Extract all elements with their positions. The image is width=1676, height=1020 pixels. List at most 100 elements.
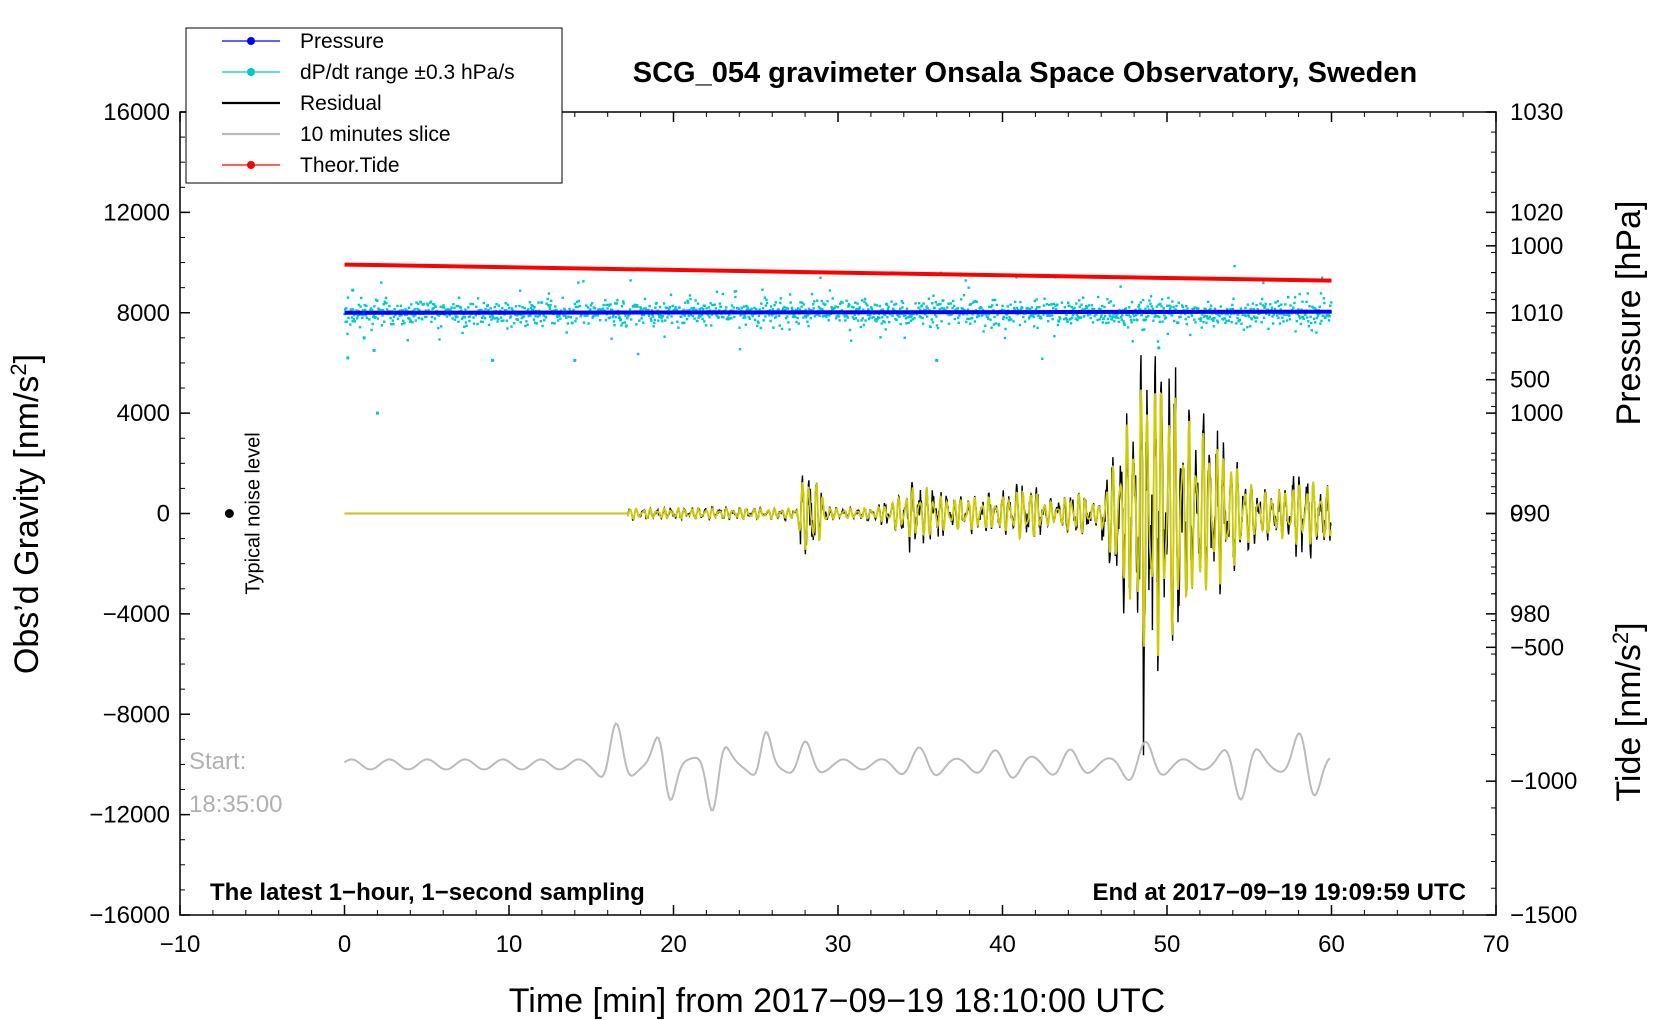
dpdt-point	[1226, 313, 1229, 316]
dpdt-point	[1189, 333, 1192, 337]
dpdt-point	[763, 296, 766, 299]
dpdt-point	[533, 321, 537, 324]
dpdt-point	[461, 331, 464, 335]
dpdt-point	[596, 314, 599, 317]
dpdt-point	[487, 309, 490, 312]
dpdt-point	[668, 307, 671, 311]
dpdt-point	[594, 313, 597, 317]
dpdt-point	[1071, 313, 1074, 317]
dpdt-point	[426, 304, 430, 307]
dpdt-point	[612, 313, 615, 317]
dpdt-point	[360, 296, 363, 300]
dpdt-point	[1107, 301, 1111, 304]
dpdt-point	[1282, 320, 1285, 323]
dpdt-point	[604, 318, 608, 322]
dpdt-point	[622, 300, 625, 303]
residual-series	[344, 355, 1332, 756]
dpdt-point	[1016, 313, 1019, 316]
dpdt-point	[742, 305, 746, 308]
dpdt-point	[935, 315, 938, 318]
dpdt-point	[1117, 316, 1120, 319]
legend-marker	[247, 37, 255, 45]
dpdt-point	[905, 307, 909, 310]
dpdt-point	[527, 314, 530, 318]
dpdt-point	[529, 306, 533, 310]
dpdt-point	[611, 316, 614, 319]
dpdt-point	[1221, 318, 1225, 321]
dpdt-point	[1170, 314, 1174, 317]
tide-series	[344, 262, 1332, 283]
dpdt-point	[1329, 304, 1332, 307]
x-tick-label: 70	[1483, 931, 1510, 958]
dpdt-point	[523, 306, 526, 310]
dpdt-point	[702, 308, 705, 311]
dpdt-point	[1071, 316, 1074, 320]
dpdt-point	[1327, 319, 1331, 322]
dpdt-point	[368, 318, 371, 321]
dpdt-point	[740, 306, 743, 309]
dpdt-point	[961, 307, 965, 310]
dpdt-point	[930, 318, 933, 321]
dpdt-point	[1319, 292, 1323, 295]
dpdt-point	[520, 313, 523, 316]
dpdt-point	[699, 315, 702, 318]
dpdt-point	[456, 315, 459, 319]
dpdt-point	[807, 324, 810, 328]
y-left-tick-label: 12000	[103, 199, 170, 226]
dpdt-point	[532, 308, 535, 311]
dpdt-point	[518, 304, 521, 308]
dpdt-point	[1156, 315, 1159, 318]
dpdt-point	[991, 304, 994, 307]
dpdt-point	[1008, 316, 1011, 319]
dpdt-point	[400, 323, 404, 326]
dpdt-point	[870, 306, 873, 309]
dpdt-point	[848, 328, 852, 332]
y-left-label-sup: 2	[6, 363, 31, 375]
dpdt-point	[361, 316, 364, 320]
dpdt-point	[1293, 296, 1297, 299]
dpdt-point	[376, 317, 380, 320]
dpdt-point	[664, 319, 667, 322]
dpdt-point	[1158, 315, 1161, 319]
dpdt-point	[826, 299, 829, 303]
dpdt-point	[516, 318, 519, 322]
dpdt-point	[851, 316, 855, 319]
dpdt-point	[901, 301, 905, 305]
dpdt-point	[1153, 315, 1156, 318]
dpdt-point	[1277, 304, 1281, 308]
dpdt-point	[701, 317, 704, 321]
dpdt-point	[779, 301, 782, 305]
dpdt-point	[1080, 303, 1083, 306]
dpdt-point	[1159, 302, 1162, 306]
dpdt-point	[519, 321, 522, 324]
y-left-tick-label: 0	[157, 501, 170, 528]
dpdt-point	[1065, 313, 1068, 317]
dpdt-point	[510, 307, 514, 310]
dpdt-point	[1254, 316, 1257, 320]
dpdt-point	[1079, 316, 1083, 319]
dpdt-point	[807, 307, 811, 311]
y-left-tick-label: −8000	[103, 701, 170, 728]
dpdt-point	[991, 298, 994, 302]
dpdt-point	[1000, 308, 1004, 312]
dpdt-point	[1052, 302, 1055, 306]
dpdt-point	[835, 315, 838, 318]
dpdt-point	[793, 313, 796, 316]
dpdt-point	[1239, 307, 1243, 310]
dpdt-point	[497, 317, 500, 321]
dpdt-point	[946, 313, 950, 316]
dpdt-point	[472, 316, 475, 319]
dpdt-point	[383, 320, 386, 323]
dpdt-point	[1192, 307, 1195, 311]
dpdt-point	[642, 321, 645, 324]
dpdt-point	[688, 308, 691, 312]
dpdt-point	[1242, 312, 1245, 316]
dpdt-point	[1136, 319, 1139, 322]
dpdt-point	[1069, 322, 1073, 325]
dpdt-point	[563, 307, 566, 310]
dpdt-point	[486, 304, 490, 307]
dpdt-point	[632, 305, 635, 308]
dpdt-outlier	[573, 358, 577, 362]
dpdt-point	[618, 316, 621, 319]
dpdt-point	[1009, 303, 1012, 306]
